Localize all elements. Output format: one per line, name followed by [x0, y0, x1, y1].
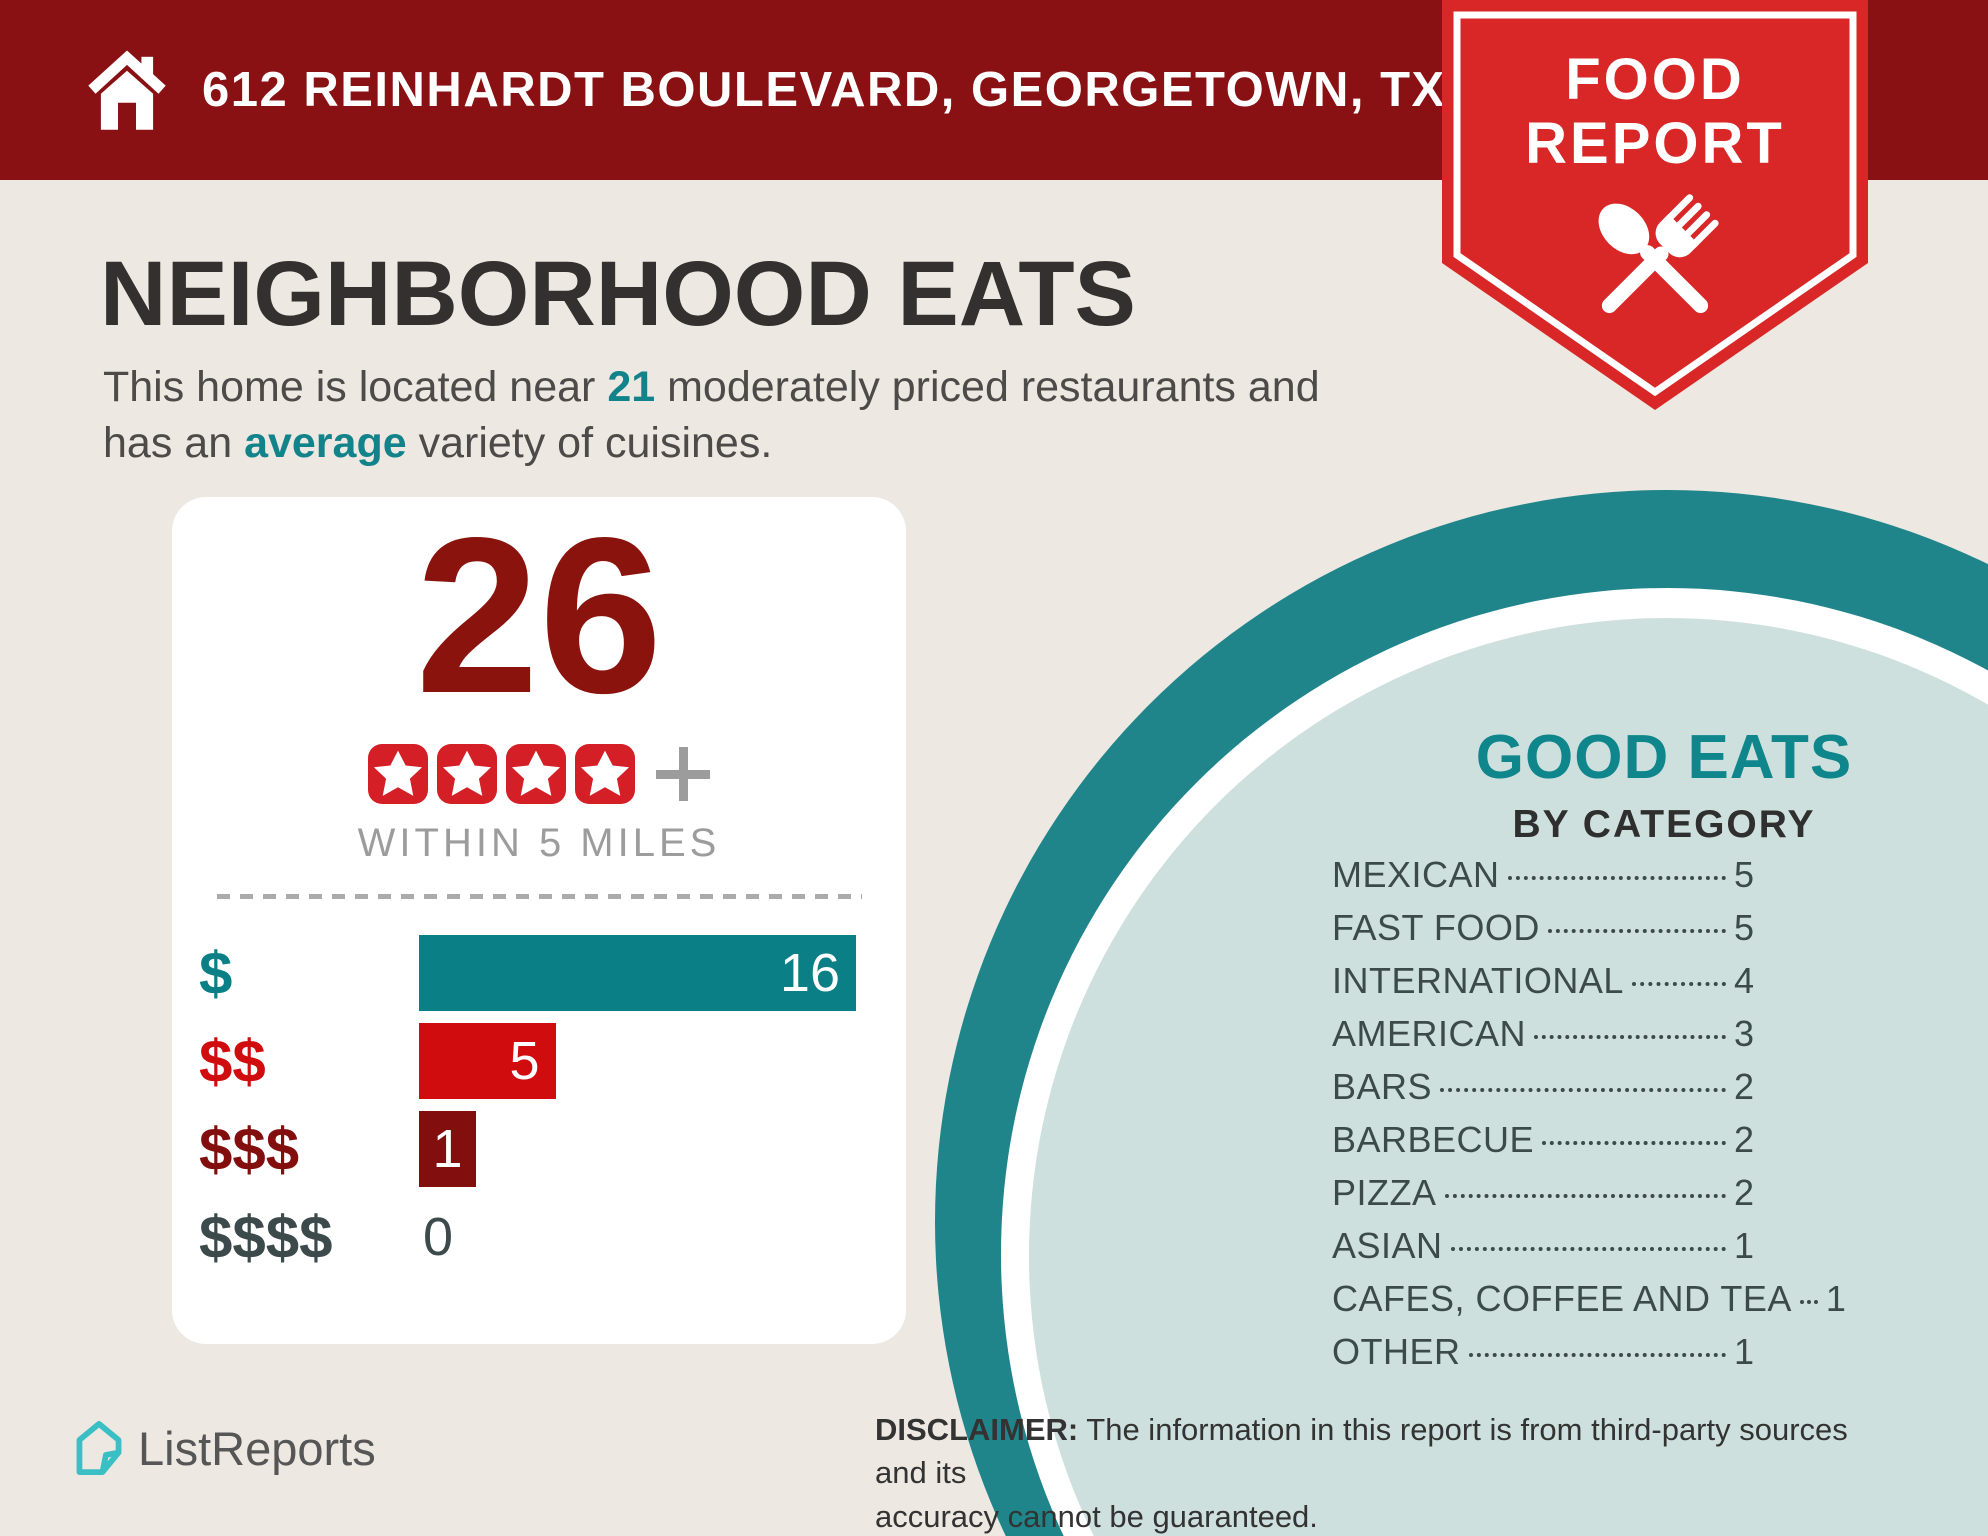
ribbon-banner-shape [1442, 0, 1868, 410]
category-value: 2 [1733, 1172, 1754, 1213]
home-icon [88, 50, 166, 130]
brand-name: ListReports [138, 1421, 376, 1475]
category-value: 3 [1733, 1013, 1754, 1054]
category-row: PIZZA 2 [1332, 1172, 1754, 1225]
disclaimer-text-line1: The information in this report is from t… [875, 1412, 1848, 1491]
intro-text-part2b: has an [103, 418, 245, 467]
category-value: 5 [1733, 907, 1754, 948]
price-bar-value: 1 [432, 1119, 463, 1179]
category-label: ASIAN [1332, 1225, 1443, 1266]
dashed-divider [216, 894, 862, 899]
dotted-leader [1440, 1088, 1726, 1092]
price-tier-label: $$ [199, 1027, 266, 1095]
category-list: MEXICAN 5 FAST FOOD 5 INTERNATIONAL 4 AMERICAN… [1332, 854, 1846, 1384]
ribbon-title-line2: REPORT [1525, 110, 1785, 176]
category-label: OTHER [1332, 1331, 1461, 1372]
category-row: CAFES, COFFEE AND TEA 1 [1332, 1278, 1846, 1331]
category-value: 1 [1733, 1331, 1754, 1372]
price-bar-chart: $16 $$ 5 $$$ 1 $$$$ 0 [172, 935, 906, 1275]
category-label: AMERICAN [1332, 1013, 1527, 1054]
category-label: BARBECUE [1332, 1119, 1535, 1160]
price-row: $16 [199, 935, 906, 1011]
intro-text-part1: This home is located near [103, 363, 608, 411]
dotted-leader [1534, 1035, 1726, 1039]
price-bar: 1 [419, 1111, 476, 1187]
price-row: $$$ 1 [199, 1111, 906, 1187]
star-icon [437, 744, 497, 804]
price-tier-label: $$$ [199, 1115, 300, 1183]
listreports-house-icon [76, 1420, 122, 1476]
category-value: 2 [1733, 1066, 1754, 1107]
category-value: 4 [1733, 960, 1754, 1001]
price-bar-value: 5 [509, 1031, 540, 1091]
dotted-leader [1444, 1194, 1726, 1198]
category-label: PIZZA [1332, 1172, 1437, 1213]
food-report-ribbon: FOOD REPORT [1442, 0, 1868, 412]
category-row: AMERICAN 3 [1332, 1013, 1754, 1066]
intro-text: This home is located near 21 moderately … [103, 360, 1320, 472]
price-row: $$$$ 0 [199, 1199, 906, 1275]
good-eats-header: GOOD EATS BY CATEGORY [1414, 722, 1914, 847]
category-row: MEXICAN 5 [1332, 854, 1754, 907]
variety-highlight: average [244, 418, 407, 467]
intro-text-part2a: moderately priced restaurants and [655, 363, 1320, 411]
category-label: INTERNATIONAL [1332, 960, 1624, 1001]
dotted-leader [1631, 982, 1726, 986]
spoon-fork-icon [1598, 194, 1719, 314]
dotted-leader [1542, 1141, 1726, 1145]
dotted-leader [1507, 876, 1726, 880]
star-icon [575, 744, 635, 804]
disclaimer: DISCLAIMER: The information in this repo… [875, 1408, 1905, 1536]
category-value: 2 [1733, 1119, 1754, 1160]
restaurant-total: 26 [415, 492, 663, 740]
ribbon-title-line1: FOOD [1565, 47, 1745, 112]
price-tier-label: $$$$ [199, 1203, 333, 1271]
dotted-leader [1468, 1353, 1726, 1357]
category-row: BARBECUE 2 [1332, 1119, 1754, 1172]
disclaimer-label: DISCLAIMER: [875, 1412, 1079, 1447]
star-rating [172, 743, 906, 805]
price-row: $$ 5 [199, 1023, 906, 1099]
intro-text-part3: variety of cuisines. [406, 418, 773, 467]
restaurant-count-highlight: 21 [607, 363, 656, 411]
price-bar-value: 16 [779, 943, 840, 1003]
rating-card: 26 WITHIN 5 MILES $16 $$ 5 $$$ 1 $$$$ 0 [172, 497, 906, 1344]
category-row: INTERNATIONAL 4 [1332, 960, 1754, 1013]
ribbon-title: FOOD REPORT [1442, 48, 1868, 176]
good-eats-subtitle: BY CATEGORY [1512, 803, 1816, 846]
dotted-leader [1547, 929, 1726, 933]
star-icon [506, 744, 566, 804]
price-bar: 5 [419, 1023, 556, 1099]
category-value: 5 [1733, 854, 1754, 895]
price-tier-label: $ [199, 939, 233, 1007]
category-value: 1 [1733, 1225, 1754, 1266]
price-bar: 16 [419, 935, 856, 1011]
category-label: CAFES, COFFEE AND TEA [1332, 1278, 1792, 1319]
category-label: BARS [1332, 1066, 1433, 1107]
star-icon [368, 744, 428, 804]
price-bar-value: 0 [423, 1207, 454, 1267]
disclaimer-text-line2: accuracy cannot be guaranteed. [875, 1498, 1318, 1534]
good-eats-title: GOOD EATS [1475, 723, 1853, 792]
property-address: 612 REINHARDT BOULEVARD, GEORGETOWN, TX … [202, 63, 1605, 117]
radius-label: WITHIN 5 MILES [357, 821, 721, 865]
category-row: BARS 2 [1332, 1066, 1754, 1119]
category-label: FAST FOOD [1332, 907, 1540, 948]
category-row: FAST FOOD 5 [1332, 907, 1754, 960]
category-value: 1 [1825, 1278, 1846, 1319]
plus-icon [656, 747, 710, 801]
dotted-leader [1450, 1247, 1726, 1251]
page-title: NEIGHBORHOOD EATS [100, 243, 1136, 345]
category-row: OTHER 1 [1332, 1331, 1754, 1384]
dotted-leader [1799, 1300, 1818, 1304]
category-row: ASIAN 1 [1332, 1225, 1754, 1278]
listreports-logo: ListReports [76, 1420, 376, 1476]
category-label: MEXICAN [1332, 854, 1500, 895]
